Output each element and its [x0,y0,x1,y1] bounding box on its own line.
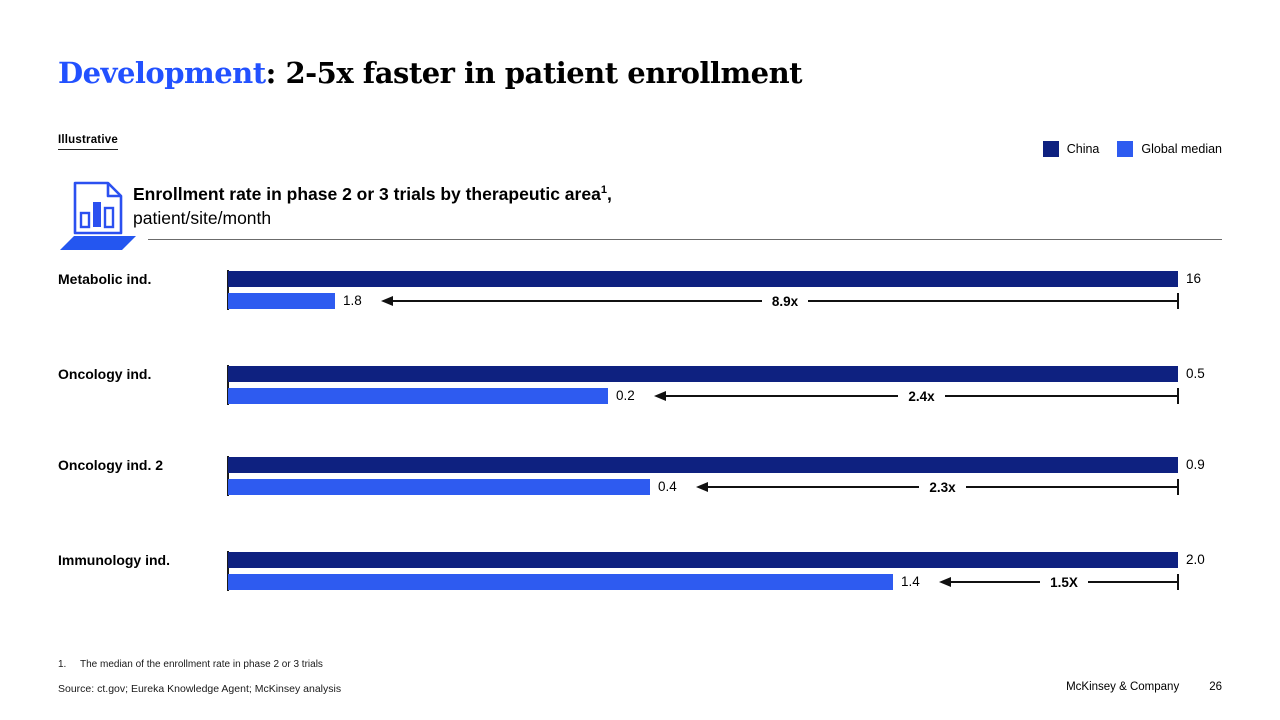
page-title-rest: : 2-5x faster in patient enrollment [265,56,803,90]
global-value-label: 0.4 [658,479,677,494]
source-line: Source: ct.gov; Eureka Knowledge Agent; … [58,683,342,695]
arrow-left-icon [696,482,708,492]
chart-title-line1: Enrollment rate in phase 2 or 3 trials b… [133,184,612,204]
global-value-label: 1.8 [343,293,362,308]
arrow-left-icon [939,577,951,587]
legend-item-china: China [1042,141,1100,157]
arrow-end-tick [1177,293,1179,309]
arrow-end-tick [1177,479,1179,495]
footnote-text: The median of the enrollment rate in pha… [80,659,323,670]
arrow-end-tick [1177,574,1179,590]
category-label: Oncology ind. 2 [58,457,164,473]
china-bar [228,366,1178,382]
global-median-swatch-icon [1117,141,1134,157]
china-bar [228,457,1178,473]
multiplier-arrow: 8.9x [381,293,1179,309]
multiplier-arrow: 2.3x [696,479,1179,495]
footer-page-number: 26 [1209,681,1222,693]
china-value-label: 0.9 [1186,457,1205,472]
global-bar [228,293,335,309]
axis-tick [227,551,229,591]
china-bar [228,271,1178,287]
global-bar [228,479,650,495]
multiplier-label: 2.3x [929,479,956,495]
footnote-number: 1. [58,659,67,670]
china-value-label: 16 [1186,271,1202,286]
legend-label-global: Global median [1141,142,1222,156]
bar-chart-document-icon [58,180,138,257]
chart-title: Enrollment rate in phase 2 or 3 trials b… [133,182,612,230]
arrow-left-icon [654,391,666,401]
arrow-line [965,486,1177,488]
footnote: 1. The median of the enrollment rate in p… [58,659,323,670]
chart-legend: China Global median [1042,141,1222,157]
chart-title-line2: patient/site/month [133,208,272,229]
arrow-line [393,300,762,302]
global-bar [228,574,893,590]
multiplier-arrow: 1.5X [939,574,1179,590]
arrow-line [1087,581,1177,583]
global-value-label: 1.4 [901,574,920,589]
header-divider [148,239,1222,240]
legend-item-global: Global median [1117,141,1222,157]
axis-tick [227,456,229,496]
arrow-line [708,486,920,488]
footnote-marker: 1 [600,184,607,197]
global-bar [228,388,608,404]
page-title-highlight: Development [58,56,266,90]
category-label: Metabolic ind. [58,271,152,287]
arrow-left-icon [381,296,393,306]
global-value-label: 0.2 [616,388,635,403]
multiplier-arrow: 2.4x [654,388,1179,404]
china-value-label: 0.5 [1186,366,1205,381]
axis-tick [227,365,229,405]
multiplier-label: 8.9x [771,293,799,309]
arrow-line [666,395,899,397]
china-bar [228,552,1178,568]
page-title: Development: 2-5x faster in patient enro… [58,56,803,90]
china-value-label: 2.0 [1186,552,1205,567]
arrow-line [944,395,1177,397]
slide-footer: McKinsey & Company 26 [1066,681,1222,693]
multiplier-label: 1.5X [1050,574,1078,590]
axis-tick [227,270,229,310]
illustrative-tag: Illustrative [58,134,118,150]
arrow-line [808,300,1177,302]
multiplier-label: 2.4x [908,388,935,404]
legend-label-china: China [1066,142,1100,156]
arrow-line [951,581,1041,583]
china-swatch-icon [1042,141,1059,157]
category-label: Oncology ind. [58,366,152,382]
footer-company: McKinsey & Company [1066,681,1180,693]
category-label: Immunology ind. [58,552,170,568]
arrow-end-tick [1177,388,1179,404]
